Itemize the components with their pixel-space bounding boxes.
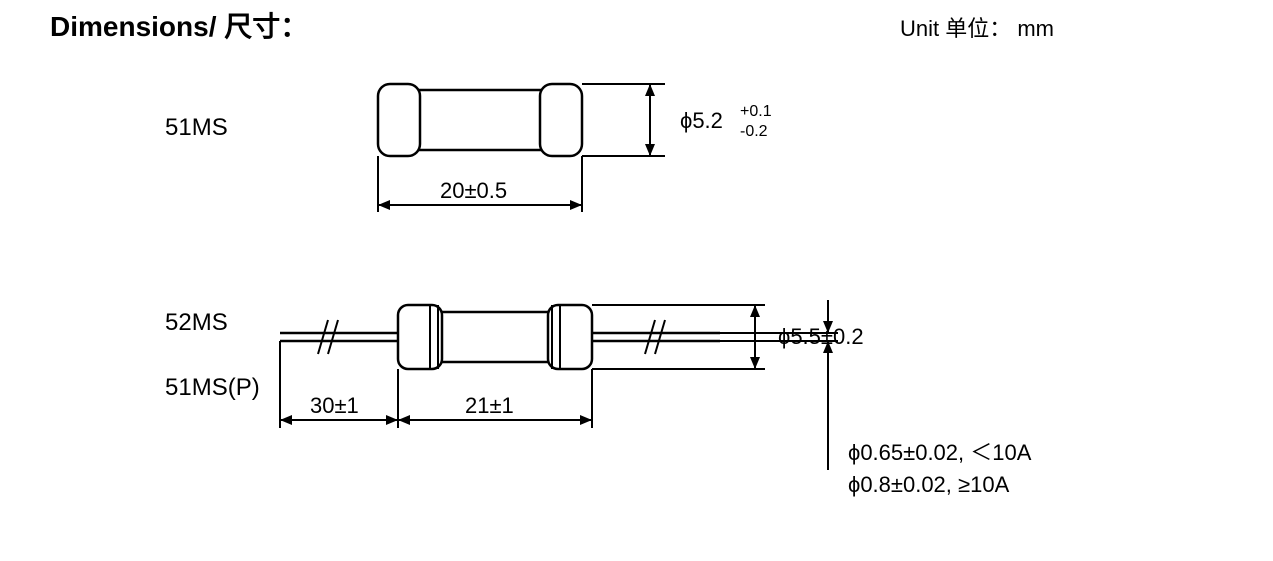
break-mark (645, 320, 655, 354)
part1-len-text: 20±0.5 (440, 178, 507, 203)
part1-dia-tol-lower: -0.2 (740, 123, 768, 140)
part2-cap-left (398, 305, 442, 369)
part1-cap-right (540, 84, 582, 156)
part2-lead-dia-2: ϕ0.8±0.02, ≥10A (848, 472, 1010, 497)
part1-dia-tol-upper: +0.1 (740, 103, 772, 120)
part1-label: 51MS (165, 114, 228, 141)
page-root: Dimensions/ 尺寸： Unit 单位： mm 51MS ϕ5.2 +0… (0, 0, 1273, 561)
arrow-icon (645, 144, 655, 156)
part1-dia-text: ϕ5.2 (680, 108, 723, 133)
part2-cap-right (548, 305, 592, 369)
arrow-icon (378, 200, 390, 210)
arrow-icon (580, 415, 592, 425)
break-mark (328, 320, 338, 354)
heading: Dimensions/ 尺寸： (50, 11, 308, 42)
break-mark (655, 320, 665, 354)
part2-lead-dia-1: ϕ0.65±0.02, ＜10A (848, 440, 1032, 465)
arrow-icon (645, 84, 655, 96)
part2-dia-text: ϕ5.5±0.2 (778, 324, 864, 349)
part2-label1: 52MS (165, 309, 228, 336)
drawing-canvas: Dimensions/ 尺寸： Unit 单位： mm 51MS ϕ5.2 +0… (0, 0, 1273, 561)
part2-leadlen-text: 30±1 (310, 393, 359, 418)
arrow-icon (570, 200, 582, 210)
arrow-icon (750, 357, 760, 369)
arrow-icon (398, 415, 410, 425)
arrow-icon (386, 415, 398, 425)
part2-bodylen-text: 21±1 (465, 393, 514, 418)
part2-label2: 51MS(P) (165, 374, 260, 401)
part1-group: 51MS ϕ5.2 +0.1 -0.2 20±0.5 (165, 84, 772, 212)
unit-label: Unit 单位： mm (900, 16, 1054, 41)
part2-group: 52MS 51MS(P) ϕ5.5±0.2 (165, 300, 1032, 497)
arrow-icon (280, 415, 292, 425)
arrow-icon (750, 305, 760, 317)
break-mark (318, 320, 328, 354)
part1-cap-left (378, 84, 420, 156)
